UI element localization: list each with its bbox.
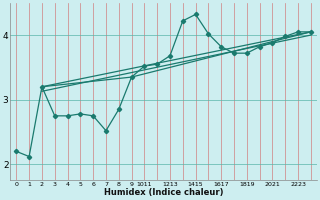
X-axis label: Humidex (Indice chaleur): Humidex (Indice chaleur) [104,188,223,197]
